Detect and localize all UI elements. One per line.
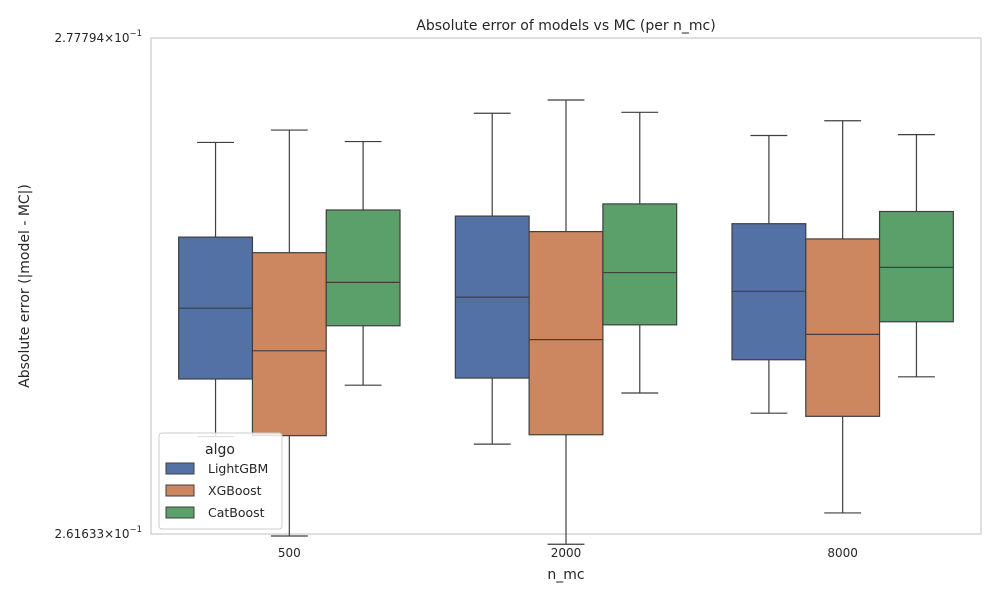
- box-xgboost-2000: [528, 99, 604, 545]
- x-ticks-layer: 500 2000 8000: [278, 546, 858, 560]
- x-axis-label: n_mc: [547, 567, 584, 583]
- box-lightgbm-2000: [454, 112, 530, 445]
- x-tick-label: 8000: [827, 546, 858, 560]
- box-lightgbm-8000: [731, 134, 807, 414]
- legend-swatch: [165, 462, 195, 475]
- box-iqr: [602, 203, 678, 326]
- legend-label: XGBoost: [208, 483, 262, 498]
- box-iqr: [251, 252, 327, 437]
- box-iqr: [805, 238, 881, 417]
- y-tick-label: 2.61633×10−1: [55, 525, 142, 541]
- boxes-layer: [178, 99, 954, 545]
- y-tick-label: 2.77794×10−1: [55, 29, 142, 45]
- legend-swatch: [165, 484, 195, 497]
- y-axis-label: Absolute error (|model - MC|): [17, 184, 33, 388]
- box-iqr: [878, 210, 954, 323]
- legend-item-catboost: CatBoost: [165, 505, 265, 520]
- box-xgboost-500: [251, 129, 327, 537]
- legend-items: LightGBM XGBoost CatBoost: [165, 461, 268, 520]
- legend: algo LightGBM XGBoost CatBoost: [158, 432, 283, 530]
- legend-label: CatBoost: [208, 505, 265, 520]
- chart-title: Absolute error of models vs MC (per n_mc…: [416, 18, 715, 34]
- box-iqr: [325, 209, 401, 327]
- legend-title: algo: [205, 442, 235, 458]
- box-catboost-8000: [878, 134, 954, 378]
- box-catboost-2000: [602, 111, 678, 394]
- box-xgboost-8000: [805, 120, 881, 514]
- legend-box: [158, 432, 283, 530]
- y-ticks-layer: 2.77794×10−1 2.61633×10−1: [55, 29, 142, 541]
- legend-item-xgboost: XGBoost: [165, 483, 262, 498]
- box-catboost-500: [325, 140, 401, 386]
- legend-item-lightgbm: LightGBM: [165, 461, 268, 476]
- x-tick-label: 2000: [551, 546, 582, 560]
- legend-swatch: [165, 506, 195, 519]
- x-tick-label: 500: [278, 546, 301, 560]
- box-iqr: [528, 231, 604, 436]
- legend-label: LightGBM: [208, 461, 268, 476]
- box-lightgbm-500: [178, 141, 254, 438]
